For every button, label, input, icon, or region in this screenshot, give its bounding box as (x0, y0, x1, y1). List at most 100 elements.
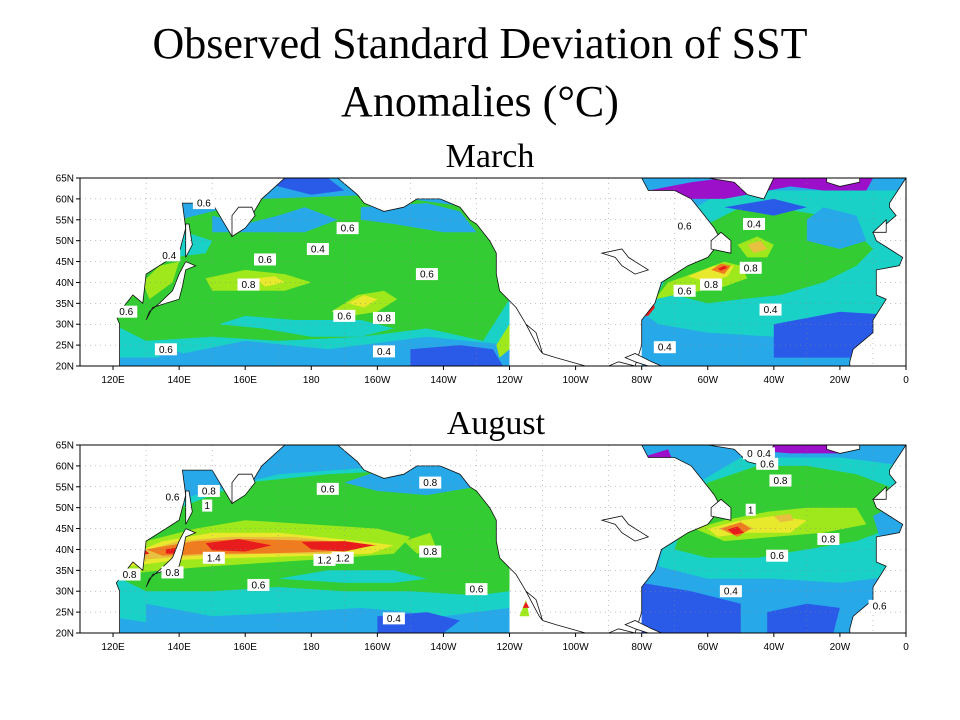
lat-tick-label: 40N (56, 545, 74, 556)
contour-label: 0.8 (202, 486, 216, 497)
contour-label: 1.2 (336, 553, 350, 564)
lat-tick-label: 55N (56, 482, 74, 493)
contour-label-bg (161, 491, 184, 504)
lon-tick-label: 160E (234, 375, 258, 386)
lon-tick-label: 100W (563, 375, 590, 386)
land (826, 445, 861, 454)
contour-label-bg (372, 311, 395, 324)
sst-field-patch (522, 601, 530, 608)
land (231, 473, 256, 505)
sst-field-patch (496, 324, 510, 358)
contour-label-bg (313, 553, 336, 566)
contour-label-bg (192, 197, 215, 210)
land (849, 445, 906, 633)
lat-tick-label: 45N (56, 257, 74, 268)
contour-label-bg (739, 261, 762, 274)
contour-label: 0.8 (704, 280, 718, 291)
lon-tick-label: 20W (830, 375, 851, 386)
lat-tick-label: 35N (56, 299, 74, 310)
lon-tick-label: 20W (830, 642, 851, 653)
lat-tick-label: 65N (56, 441, 74, 452)
land (710, 498, 732, 521)
lat-tick-label: 65N (56, 174, 74, 185)
contour-label-bg (237, 278, 260, 291)
contour-label: 0.6 (470, 585, 484, 596)
lon-tick-label: 80W (631, 375, 652, 386)
contour-label-bg (331, 551, 354, 564)
sst-field-patch (747, 240, 768, 254)
land (849, 178, 906, 366)
sst-field-patch (255, 276, 285, 287)
contour-label-bg (115, 305, 138, 318)
contour-label: 0.6 (420, 270, 434, 281)
lat-tick-label: 60N (56, 194, 74, 205)
contour-label: 0.4 (311, 245, 325, 256)
contour-label: 0.8 (821, 535, 835, 546)
contour-label: 0.4 (747, 219, 761, 230)
lat-tick-label: 60N (56, 461, 74, 472)
contour-label: 0.4 (387, 614, 401, 625)
land (624, 620, 662, 633)
contour-label-bg (382, 612, 405, 625)
sst-field-patch (301, 541, 375, 552)
sst-field-patch (278, 570, 427, 583)
contour-label-bg (158, 249, 181, 262)
lon-tick-label: 60W (697, 375, 718, 386)
lon-tick-label: 80W (631, 642, 652, 653)
map-panel-march: 65N 60N 55N 50N 45N 40N 35N 30N 25N 20N 120E 140E 16… (56, 174, 910, 387)
contour-labels: 0.60.810.60.80.81.4 1.2 1.20.8 0.80.6 0.60.4… (118, 447, 891, 625)
lon-tick-label: 140W (430, 375, 457, 386)
lon-tick-label: 140W (430, 642, 457, 653)
contour-label-bg (202, 551, 225, 564)
lat-tick-label: 35N (56, 566, 74, 577)
sst-field-patch (261, 178, 345, 195)
contour-label: 0.4 (764, 305, 778, 316)
sst-field-patch (767, 603, 840, 633)
contour-label-bg (673, 284, 696, 297)
contour-label: 0.6 (251, 580, 265, 591)
contour-label: 0.6 (873, 601, 887, 612)
lon-tick-label: 140E (167, 375, 191, 386)
lon-tick-label: 120E (101, 642, 125, 653)
contour-label: 0.8 (377, 313, 391, 324)
lon-tick-label: 120E (101, 375, 125, 386)
sst-field-patch (727, 526, 745, 535)
lon-tick-label: 180 (303, 642, 320, 653)
panel-label-august: August (446, 405, 546, 442)
contour-labels: 0.6 0.6 0.4 0.4 0.6 0.6 0.8 0.6 0.6 0.8 0.6 0.4 0.6 0… (115, 197, 782, 358)
lat-tick-label: 55N (56, 215, 74, 226)
land (871, 485, 887, 500)
lon-tick-label: 120W (496, 375, 523, 386)
contour-label-bg (766, 549, 789, 562)
contour-label-bg (372, 345, 395, 358)
lat-tick-label: 20N (56, 629, 74, 640)
contour-label: 0.6 (760, 459, 774, 470)
contour-label: 1.4 (207, 553, 221, 564)
sst-field-patch (724, 198, 807, 216)
lon-tick-label: 160W (364, 642, 391, 653)
contour-label: 0.4 (724, 587, 738, 598)
contour-label-bg (118, 568, 141, 581)
sst-field-patch (410, 345, 503, 366)
lat-tick-label: 45N (56, 524, 74, 535)
contour-label-bg (759, 303, 782, 316)
sst-field-patch (205, 539, 272, 552)
contour-label-bg (197, 484, 220, 497)
contour-label-bg (419, 545, 442, 558)
sst-field-patch (806, 207, 867, 249)
lon-tick-label: 180 (303, 375, 320, 386)
sst-field-patch (717, 265, 728, 271)
title-line-1: Observed Standard Deviation of SST (152, 19, 808, 68)
contour-label: 0.4 (757, 449, 771, 460)
contour-label: 0.8 (123, 570, 137, 581)
contour-label: 0.6 (321, 484, 335, 495)
contour-label-bg (415, 268, 438, 281)
contour-label-bg (333, 309, 356, 322)
contour-label-bg (316, 482, 339, 495)
contour-label: 0.8 (423, 547, 437, 558)
contour-label: 0.4 (377, 347, 391, 358)
contour-label: 0.8 (166, 568, 180, 579)
sst-field-patch (347, 295, 378, 308)
contour-label-bg (700, 278, 723, 291)
